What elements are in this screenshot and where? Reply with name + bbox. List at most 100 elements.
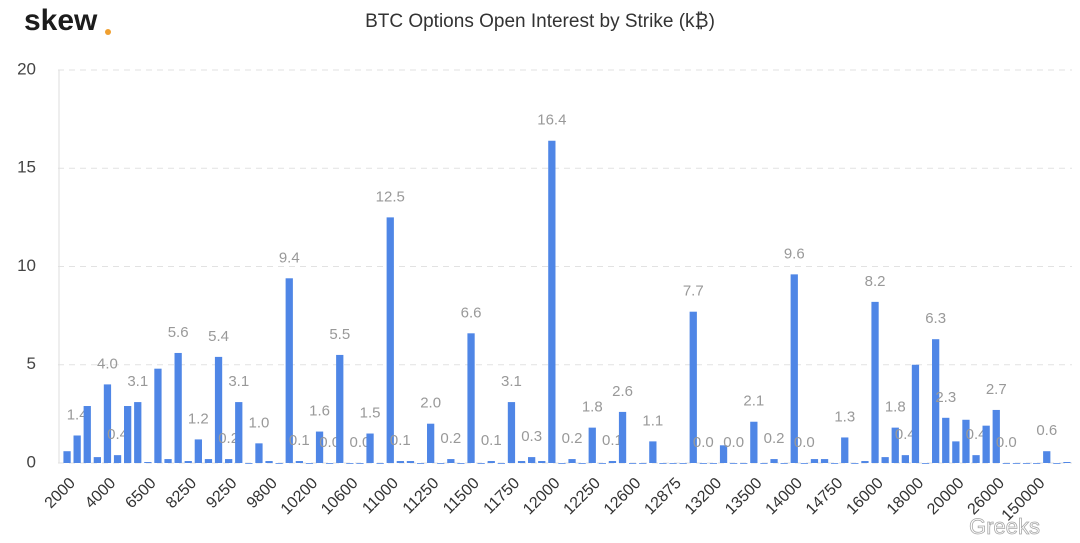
- bar: [416, 463, 425, 464]
- bar: [851, 463, 859, 464]
- value-label: 0.0: [723, 434, 744, 451]
- bar: [144, 462, 152, 463]
- bar: [467, 333, 475, 463]
- bar: [952, 441, 960, 463]
- value-label: 2.0: [420, 395, 441, 412]
- x-tick-label: 13500: [722, 475, 766, 519]
- bar: [73, 435, 81, 463]
- value-label: 0.2: [218, 430, 239, 447]
- bar: [174, 352, 182, 463]
- logo: skew: [24, 4, 98, 37]
- bar: [265, 461, 273, 463]
- value-label: 1.8: [582, 399, 603, 416]
- bar: [618, 411, 627, 463]
- x-tick-label: 9250: [203, 475, 240, 512]
- bar: [831, 463, 839, 464]
- bar: [315, 431, 324, 463]
- value-label: 0.1: [289, 432, 310, 449]
- bar: [669, 463, 677, 464]
- bar: [760, 463, 768, 464]
- bar: [366, 433, 374, 463]
- watermark: Greeks: [969, 514, 1040, 539]
- x-tick-label: 11500: [440, 475, 483, 518]
- bar: [497, 463, 505, 464]
- x-tick-label: 20000: [924, 475, 968, 519]
- y-tick-label: 0: [27, 452, 36, 471]
- bar: [1002, 463, 1010, 464]
- value-label: 16.4: [537, 112, 566, 129]
- y-tick-label: 10: [17, 256, 36, 275]
- bar: [517, 461, 526, 463]
- bar: [1043, 451, 1051, 463]
- logo-dot: [105, 29, 111, 35]
- bar: [285, 278, 293, 463]
- bar: [639, 463, 647, 464]
- bar: [134, 402, 142, 463]
- value-label: 9.4: [279, 249, 300, 266]
- bar: [124, 406, 132, 463]
- bar: [719, 445, 728, 463]
- value-label: 9.6: [784, 245, 805, 262]
- value-label: 1.1: [642, 412, 663, 429]
- bar: [740, 463, 748, 464]
- value-label: 12.5: [376, 188, 405, 205]
- bar: [1053, 463, 1061, 464]
- bar: [982, 425, 990, 463]
- value-label: 0.4: [107, 426, 128, 443]
- bar: [356, 463, 364, 464]
- value-label: 2.7: [986, 381, 1007, 398]
- x-tick-label: 10200: [278, 475, 322, 519]
- bar: [659, 463, 667, 464]
- bar: [750, 421, 758, 463]
- value-label: 2.1: [743, 393, 764, 410]
- bar: [214, 356, 223, 463]
- y-tick-label: 15: [17, 158, 36, 177]
- value-label: 0.2: [764, 430, 785, 447]
- value-label: 6.3: [925, 310, 946, 327]
- x-tick-label: 4000: [82, 475, 119, 512]
- bar: [336, 354, 344, 463]
- bar: [972, 455, 980, 463]
- bar: [790, 274, 798, 463]
- bar: [295, 461, 303, 463]
- value-label: 2.6: [612, 383, 633, 400]
- bar: [901, 455, 909, 463]
- bar: [487, 461, 495, 463]
- bar: [679, 463, 687, 464]
- bar: [861, 461, 869, 463]
- value-label: 1.3: [834, 408, 855, 425]
- bar: [204, 459, 213, 463]
- bar: [235, 402, 243, 463]
- value-label: 3.1: [127, 373, 148, 390]
- x-tick-label: 12875: [641, 475, 685, 519]
- bar: [1022, 463, 1031, 464]
- value-label: 5.4: [208, 328, 229, 345]
- bar: [588, 427, 596, 463]
- bar: [63, 451, 71, 463]
- value-label: 0.1: [390, 432, 411, 449]
- bar: [962, 419, 970, 463]
- bar: [992, 409, 1000, 463]
- x-tick-label: 10600: [318, 475, 362, 519]
- bar: [911, 364, 920, 463]
- bar: [225, 459, 233, 463]
- x-tick-label: 12000: [520, 475, 564, 519]
- bar: [568, 459, 576, 463]
- bar: [780, 463, 788, 464]
- bar: [1012, 463, 1021, 464]
- value-label: 0.3: [521, 428, 542, 445]
- bar: [538, 461, 546, 463]
- value-label: 0.2: [562, 430, 583, 447]
- x-tick-label: 12250: [561, 475, 605, 519]
- bar: [528, 457, 536, 463]
- bar: [871, 301, 879, 463]
- value-label: 1.6: [309, 403, 330, 420]
- value-label: 5.5: [329, 326, 350, 343]
- bar: [699, 463, 707, 464]
- value-label: 6.6: [461, 304, 482, 321]
- value-label: 0.0: [350, 434, 371, 451]
- value-label: 5.6: [168, 324, 189, 341]
- y-tick-label: 5: [27, 354, 36, 373]
- x-tick-label: 11250: [400, 475, 443, 518]
- bar: [820, 459, 829, 463]
